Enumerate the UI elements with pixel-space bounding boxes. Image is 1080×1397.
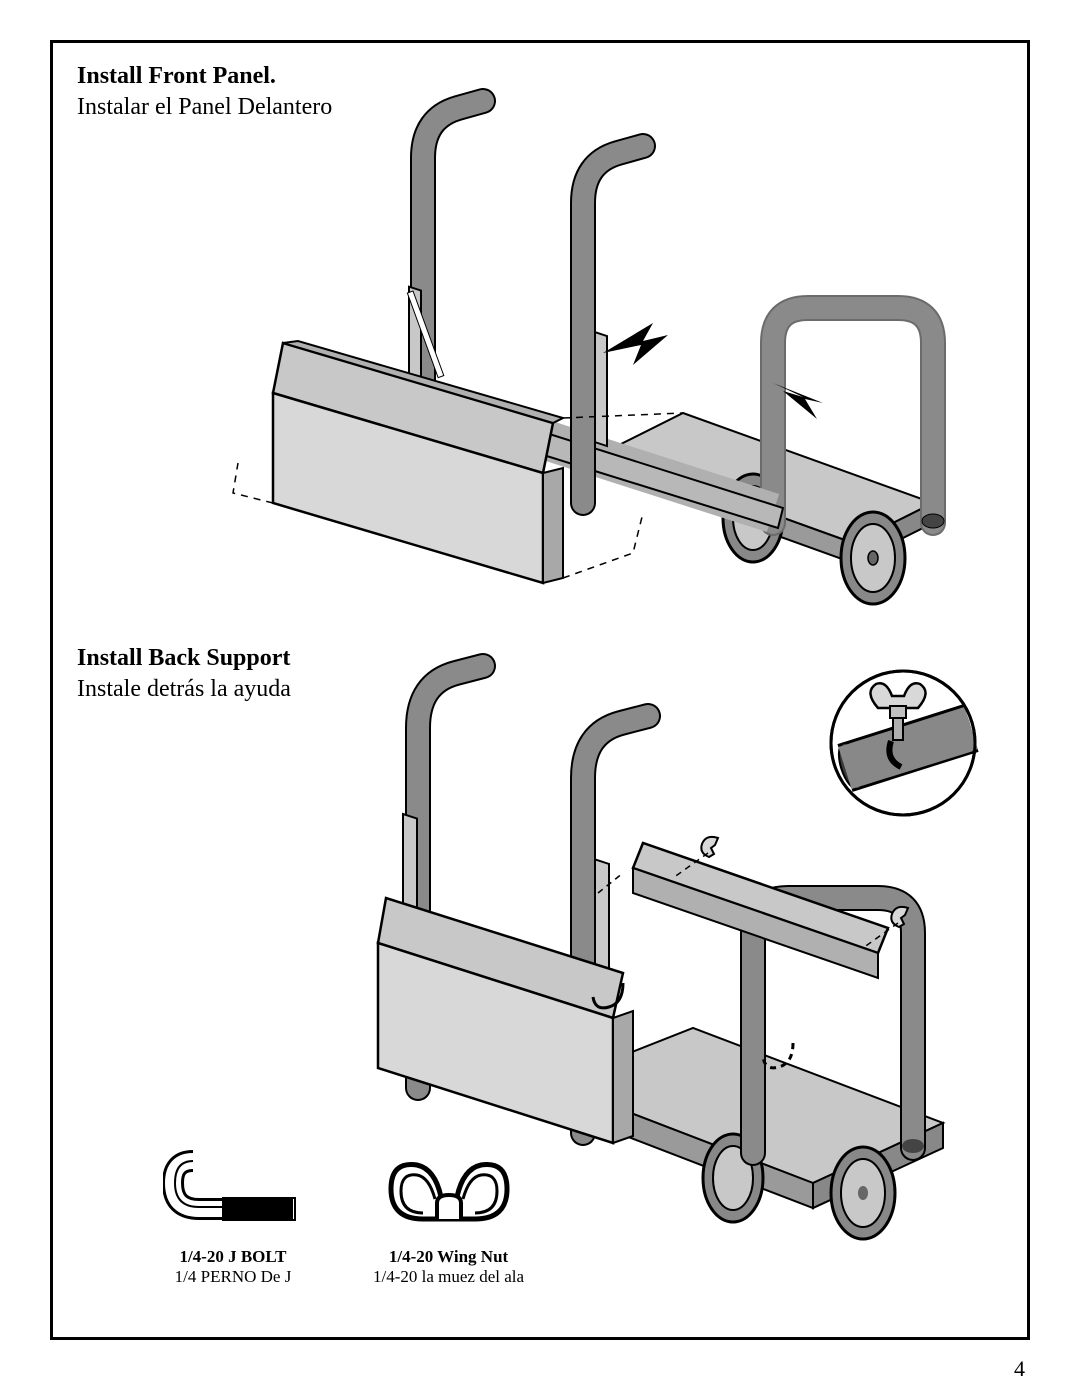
jbolt-label-en: 1/4-20 J BOLT	[179, 1247, 286, 1267]
step2-title-en: Install Back Support	[77, 643, 291, 674]
step2-title-es: Instale detrás la ayuda	[77, 674, 291, 705]
step2-title-block: Install Back Support Instale detrás la a…	[77, 643, 291, 705]
wingnut-label-es: 1/4-20 la muez del ala	[373, 1267, 524, 1287]
parts-row: 1/4-20 J BOLT 1/4 PERNO De J 1/4-20 Wing…	[163, 1141, 524, 1287]
wingnut-label-en: 1/4-20 Wing Nut	[389, 1247, 508, 1267]
wingnut-icon	[379, 1141, 519, 1241]
jbolt-label-es: 1/4 PERNO De J	[175, 1267, 292, 1287]
arrow-icon	[603, 323, 668, 365]
part-jbolt: 1/4-20 J BOLT 1/4 PERNO De J	[163, 1141, 303, 1287]
page-frame: Install Front Panel. Instalar el Panel D…	[50, 40, 1030, 1340]
page-number: 4	[1014, 1356, 1025, 1382]
jbolt-icon	[163, 1141, 303, 1241]
diagram-front-panel	[213, 73, 1013, 633]
part-wingnut: 1/4-20 Wing Nut 1/4-20 la muez del ala	[373, 1141, 524, 1287]
